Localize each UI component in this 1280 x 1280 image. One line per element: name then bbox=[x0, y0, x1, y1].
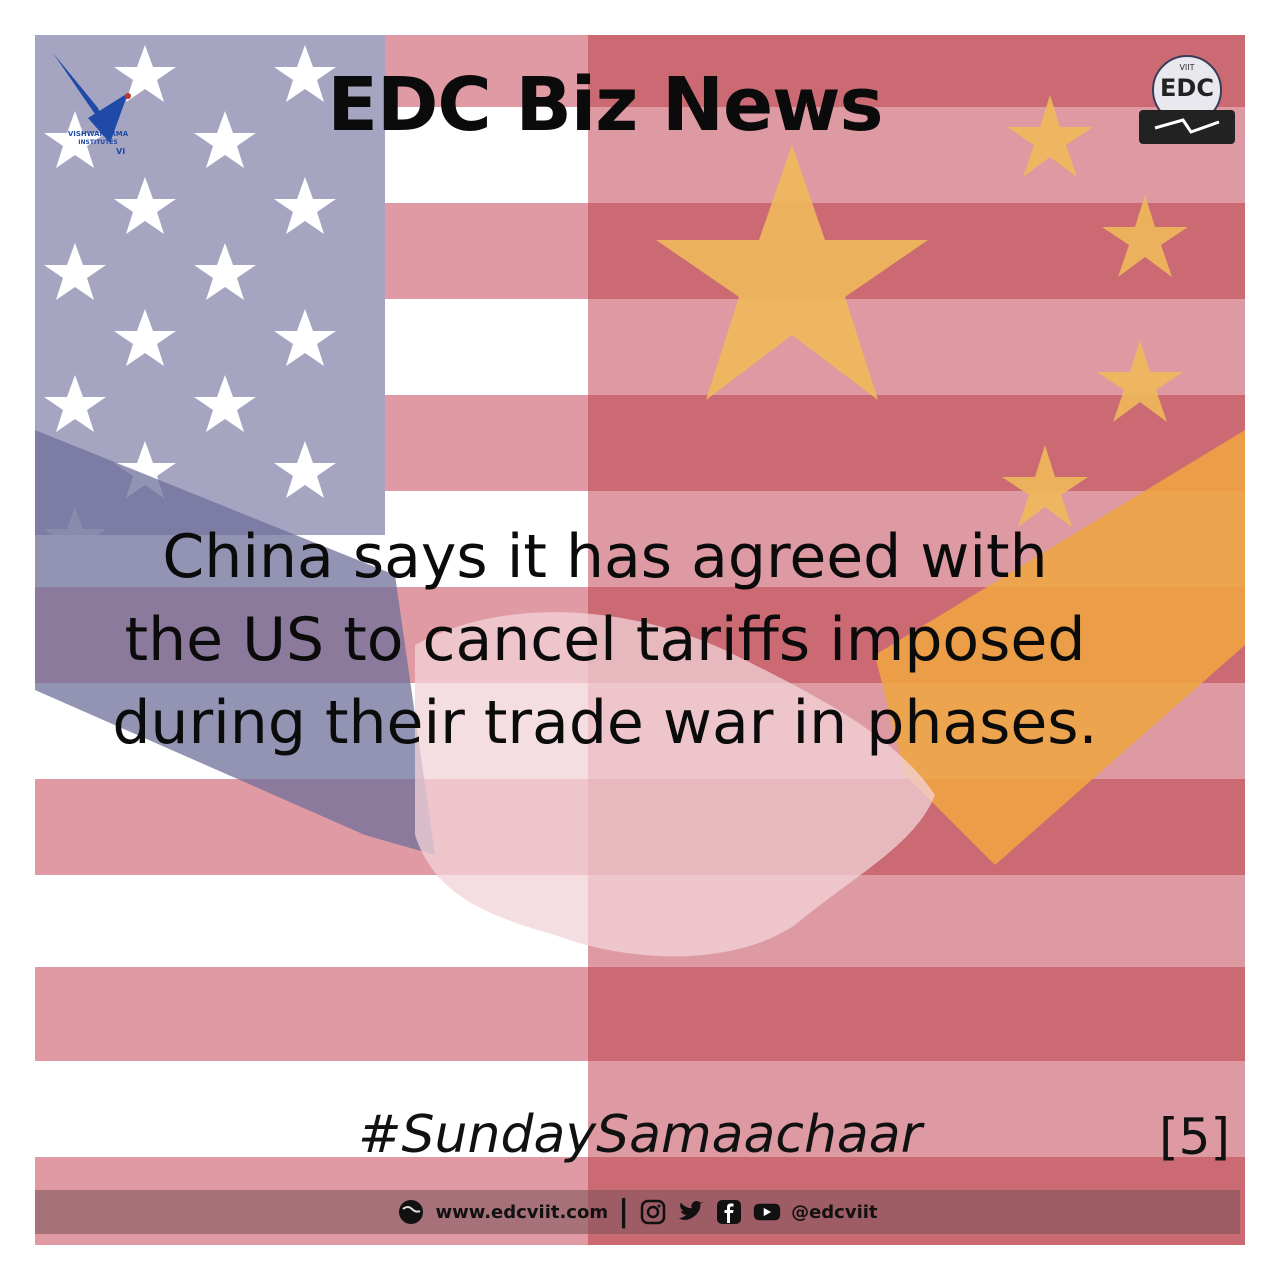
svg-text:VISHWAKARMA: VISHWAKARMA bbox=[68, 130, 129, 138]
social-handle[interactable]: @edcviit bbox=[791, 1201, 878, 1223]
twitter-icon[interactable] bbox=[677, 1198, 705, 1226]
headline-line-2: the US to cancel tariffs imposed bbox=[124, 605, 1086, 675]
headline: China says it has agreed with the US to … bbox=[80, 516, 1130, 765]
us-stars bbox=[44, 45, 336, 564]
facebook-icon[interactable] bbox=[715, 1198, 743, 1226]
website-link[interactable]: www.edcviit.com bbox=[435, 1201, 609, 1223]
page-number: [5] bbox=[1159, 1108, 1230, 1166]
footer-separator: | bbox=[618, 1194, 630, 1229]
youtube-icon[interactable] bbox=[753, 1198, 781, 1226]
edc-logo: VIIT EDC bbox=[1135, 50, 1239, 154]
right-sleeve bbox=[875, 430, 1245, 865]
svg-text:VIIT: VIIT bbox=[1179, 63, 1194, 72]
footer-bar: www.edcviit.com | @edcviit bbox=[35, 1190, 1240, 1234]
handshake-hands bbox=[415, 612, 935, 957]
instagram-icon[interactable] bbox=[639, 1198, 667, 1226]
left-sleeve bbox=[35, 430, 435, 855]
vishwakarma-logo: VISHWAKARMA INSTITUTES VI bbox=[48, 48, 148, 168]
svg-text:EDC: EDC bbox=[1160, 74, 1214, 102]
globe-icon bbox=[397, 1198, 425, 1226]
page-title: EDC Biz News bbox=[327, 62, 883, 148]
hashtag: #SundaySamaachaar bbox=[357, 1105, 923, 1165]
svg-text:VI: VI bbox=[116, 147, 125, 156]
headline-line-1: China says it has agreed with bbox=[162, 522, 1048, 592]
headline-line-3: during their trade war in phases. bbox=[112, 688, 1098, 758]
svg-text:INSTITUTES: INSTITUTES bbox=[78, 139, 117, 146]
